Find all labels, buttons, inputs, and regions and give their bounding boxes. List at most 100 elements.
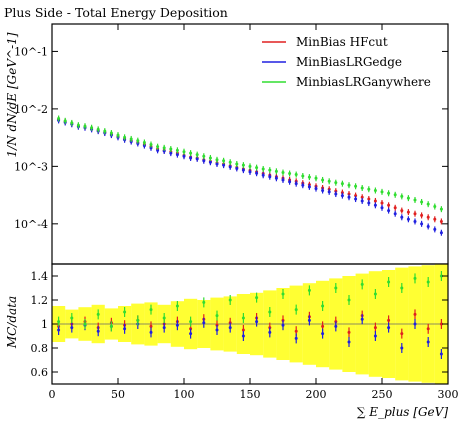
ratio-series2-point [96, 312, 100, 316]
main-series2-point [380, 190, 384, 194]
ratio-series1-point [57, 328, 61, 332]
main-series2-point [426, 202, 430, 206]
ratio-series2-point [175, 304, 179, 308]
main-series1-point [248, 170, 252, 174]
main-series1-point [439, 231, 443, 235]
ratio-series0-point [426, 327, 430, 331]
ratio-series1-point [321, 332, 325, 336]
ratio-series0-point [241, 328, 245, 332]
ratio-series1-point [334, 324, 338, 328]
main-series2-point [334, 181, 338, 185]
legend-label-lrgedge: MinBiasLRGedge [296, 55, 402, 69]
main-series2-point [307, 175, 311, 179]
main-series2-point [248, 164, 252, 168]
x-tick-label: 100 [174, 388, 195, 401]
main-series0-point [367, 197, 371, 201]
ratio-series1-point [70, 326, 74, 330]
main-y-tick-label: 10^-4 [14, 218, 48, 231]
main-series2-point [261, 167, 265, 171]
main-series1-point [347, 195, 351, 199]
main-series2-point [400, 194, 404, 198]
main-series2-point [136, 139, 140, 143]
main-series1-point [393, 212, 397, 216]
ratio-series2-point [413, 276, 417, 280]
main-series1-point [195, 157, 199, 161]
main-series2-point [215, 158, 219, 162]
main-series0-point [360, 195, 364, 199]
main-series1-point [314, 187, 318, 191]
main-series2-point [294, 173, 298, 177]
main-series1-point [354, 197, 358, 201]
main-series2-point [57, 117, 61, 121]
ratio-series1-point [123, 327, 127, 331]
ratio-series2-point [202, 300, 206, 304]
main-series0-point [439, 219, 443, 223]
main-series1-point [413, 219, 417, 223]
main-series1-point [380, 206, 384, 210]
main-series2-point [169, 147, 173, 151]
main-series0-point [420, 213, 424, 217]
ratio-series1-point [202, 321, 206, 325]
ratio-series1-point [413, 322, 417, 326]
ratio-series0-point [149, 324, 153, 328]
main-series0-point [380, 201, 384, 205]
ratio-series2-point [123, 310, 127, 314]
ratio-series2-point [57, 320, 61, 324]
main-series2-point [228, 160, 232, 164]
main-series1-point [274, 176, 278, 180]
main-series2-point [420, 200, 424, 204]
ratio-series1-point [162, 326, 166, 330]
main-series1-point [255, 171, 259, 175]
ratio-series2-point [294, 308, 298, 312]
main-series2-point [222, 159, 226, 163]
ratio-series0-point [413, 312, 417, 316]
ratio-series1-point [228, 326, 232, 330]
ratio-series1-point [400, 346, 404, 350]
main-series2-point [281, 171, 285, 175]
main-series2-point [202, 154, 206, 158]
ratio-series0-point [294, 329, 298, 333]
ratio-series2-point [189, 320, 193, 324]
main-series2-point [393, 193, 397, 197]
ratio-y-ticks: 0.6 0.8 1 1.2 1.4 [31, 270, 448, 379]
main-series-layer [57, 115, 443, 236]
main-series2-point [83, 124, 87, 128]
main-series2-point [189, 151, 193, 155]
main-series2-point [162, 146, 166, 150]
main-series2-point [70, 121, 74, 125]
legend-label-lrganywhere: MinbiasLRGanywhere [296, 75, 431, 89]
main-series2-point [360, 186, 364, 190]
main-series1-point [281, 178, 285, 182]
main-series2-point [208, 156, 212, 160]
main-series2-point [367, 187, 371, 191]
main-series1-point [208, 160, 212, 164]
ratio-series1-point [373, 334, 377, 338]
main-series0-point [347, 192, 351, 196]
main-series2-point [195, 153, 199, 157]
ratio-series1-point [189, 332, 193, 336]
ratio-series2-point [439, 274, 443, 278]
ratio-series2-point [70, 316, 74, 320]
main-series2-point [175, 148, 179, 152]
main-series2-point [406, 196, 410, 200]
ratio-series0-point [347, 330, 351, 334]
main-series2-point [274, 169, 278, 173]
main-series2-point [90, 126, 94, 130]
main-series1-point [268, 175, 272, 179]
ratio-series2-point [321, 304, 325, 308]
main-series2-point [123, 135, 127, 139]
ratio-series1-point [175, 323, 179, 327]
x-tick-label: 150 [240, 388, 261, 401]
ratio-series1-point [360, 317, 364, 321]
main-series1-point [202, 159, 206, 163]
x-tick-label: 50 [111, 388, 125, 401]
ratio-series2-point [241, 316, 245, 320]
ratio-y-tick-label: 0.6 [31, 366, 49, 379]
main-series1-point [420, 222, 424, 226]
legend: MinBias HFcut MinBiasLRGedge MinbiasLRGa… [262, 35, 431, 89]
main-series2-point [142, 141, 146, 145]
main-series2-point [439, 207, 443, 211]
ratio-series1-point [439, 352, 443, 356]
ratio-series2-point [373, 292, 377, 296]
ratio-series2-point [149, 308, 153, 312]
